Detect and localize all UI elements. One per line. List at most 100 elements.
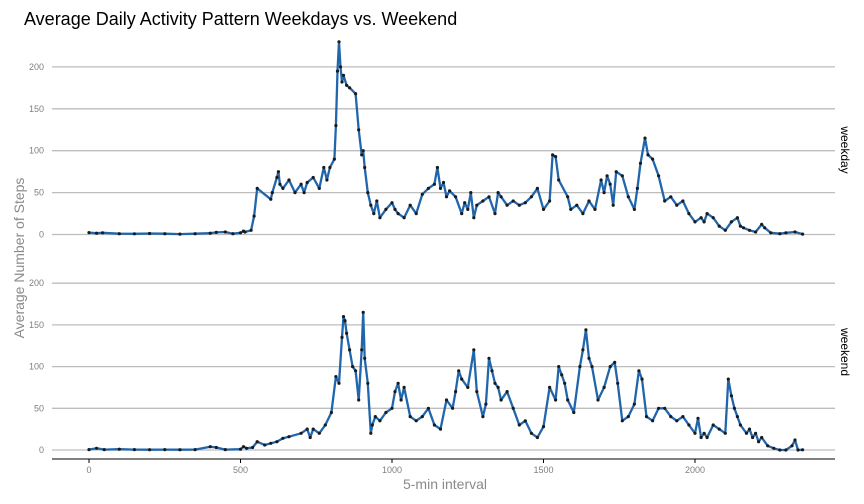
y-axis-title: Average Number of Steps [11, 178, 27, 339]
data-point [287, 435, 291, 439]
data-point [340, 335, 344, 339]
data-point [370, 423, 374, 427]
data-point [87, 231, 91, 235]
data-point [778, 448, 782, 452]
data-point [705, 212, 709, 216]
y-tick-label: 150 [29, 320, 44, 330]
data-point [744, 431, 749, 435]
data-point [214, 230, 218, 234]
data-point [334, 124, 338, 128]
data-point [396, 212, 400, 216]
data-point [551, 153, 555, 157]
data-point [644, 415, 649, 419]
data-point [269, 441, 273, 445]
data-point [341, 315, 346, 319]
data-point [517, 423, 521, 427]
panel-strip-label-weekday: weekday [838, 125, 852, 173]
data-point [223, 230, 227, 234]
data-point [643, 136, 647, 140]
data-point [554, 398, 558, 402]
chart-title: Average Daily Activity Pattern Weekdays … [24, 9, 458, 29]
data-point [801, 232, 805, 236]
data-point [693, 220, 697, 224]
data-point [278, 182, 282, 186]
data-point [717, 224, 721, 228]
data-point [778, 232, 782, 236]
data-point [363, 356, 367, 360]
data-point [454, 195, 458, 199]
y-tick-label: 200 [29, 278, 44, 288]
data-point [557, 178, 561, 182]
data-point [729, 220, 734, 224]
data-point [390, 201, 394, 205]
data-point [590, 365, 594, 369]
data-point [638, 161, 643, 165]
data-point [208, 445, 212, 449]
x-tick-label: 1500 [533, 465, 553, 475]
data-point [584, 328, 588, 332]
data-point [605, 174, 609, 178]
data-point [366, 191, 370, 195]
data-point [726, 377, 730, 381]
data-point [444, 398, 449, 402]
data-point [717, 427, 721, 431]
data-point [796, 448, 800, 452]
data-point [587, 199, 591, 203]
data-point [602, 385, 606, 389]
data-point [241, 445, 246, 449]
y-tick-label: 150 [29, 104, 44, 114]
data-point [102, 448, 106, 452]
data-point [535, 435, 540, 440]
data-point [208, 231, 212, 235]
data-point [354, 369, 358, 373]
data-point [148, 231, 152, 236]
data-point [441, 180, 446, 185]
data-point [757, 440, 761, 444]
data-point [557, 365, 561, 369]
data-point [302, 191, 306, 195]
data-point [414, 419, 418, 423]
data-point [117, 447, 121, 451]
data-point [602, 191, 606, 195]
series-line-weekday [88, 40, 803, 236]
data-point [693, 431, 697, 435]
data-point [754, 431, 758, 435]
data-point [360, 153, 364, 157]
data-point [337, 40, 341, 44]
data-point [338, 65, 343, 69]
data-point [747, 228, 752, 232]
data-point [432, 182, 436, 186]
data-point [635, 186, 640, 190]
y-tick-label: 50 [34, 403, 44, 413]
data-point [384, 410, 388, 415]
data-point [663, 406, 667, 410]
data-point [255, 186, 259, 190]
data-point [378, 216, 382, 220]
data-point [325, 178, 329, 182]
data-point [793, 230, 797, 234]
data-point [735, 216, 740, 220]
data-point [793, 438, 797, 442]
data-point [472, 348, 476, 352]
data-point [490, 369, 494, 373]
data-point [614, 170, 618, 174]
data-point [231, 232, 235, 236]
data-point [738, 423, 743, 427]
panel-strip-label-weekend: weekend [838, 327, 852, 376]
data-point [95, 446, 99, 450]
x-axis-title: 5-min interval [403, 476, 487, 492]
data-point [608, 182, 612, 186]
data-point [426, 186, 430, 190]
data-point [554, 155, 558, 159]
x-tick-label: 0 [86, 465, 91, 475]
data-point [287, 178, 291, 182]
data-point [493, 381, 497, 385]
data-point [245, 446, 249, 450]
data-point [354, 92, 358, 96]
data-point [541, 207, 546, 211]
data-point [784, 448, 788, 452]
data-point [432, 423, 436, 427]
data-point [769, 231, 773, 235]
y-tick-label: 0 [39, 445, 44, 455]
data-point [705, 435, 709, 440]
